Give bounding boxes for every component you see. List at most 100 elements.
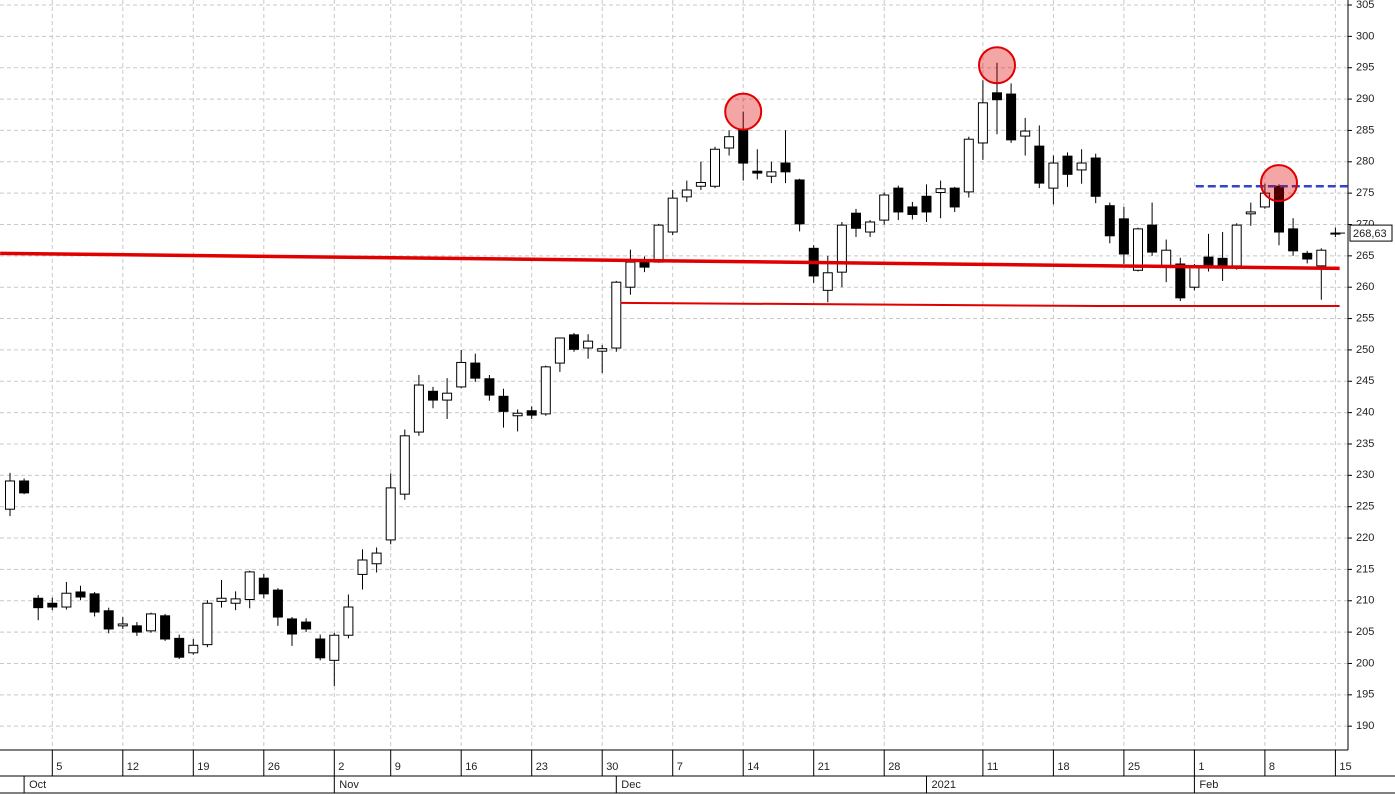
candle-body — [724, 136, 735, 149]
y-tick-label: 230 — [1356, 469, 1374, 481]
x-tick-label: 2 — [338, 761, 344, 773]
x-tick-label: 5 — [56, 761, 62, 773]
x-tick-label: 1 — [1198, 761, 1204, 773]
candle-body — [794, 179, 805, 225]
y-tick-label: 290 — [1356, 93, 1374, 105]
candle-body — [442, 392, 453, 401]
candle-body — [526, 410, 537, 416]
candle-body — [428, 390, 438, 401]
candle-body — [484, 378, 495, 396]
candle-body — [949, 187, 960, 208]
candle-body — [1175, 263, 1186, 299]
y-tick-label: 235 — [1356, 438, 1374, 450]
y-tick-label: 295 — [1356, 62, 1374, 74]
candle-body — [1302, 252, 1313, 260]
y-tick-label: 195 — [1356, 689, 1374, 701]
y-tick-label: 275 — [1356, 187, 1374, 199]
y-tick-label: 200 — [1356, 657, 1374, 669]
candle-body — [230, 598, 241, 604]
y-tick-label: 225 — [1356, 501, 1374, 513]
y-tick-label: 305 — [1356, 0, 1374, 11]
candle-body — [822, 272, 833, 291]
candle-body — [1161, 249, 1172, 267]
candle-body — [921, 195, 932, 213]
candle-body — [174, 637, 185, 658]
x-tick-label: 25 — [1128, 761, 1140, 773]
candle-body — [1274, 185, 1284, 233]
candle-body — [117, 623, 128, 627]
candle-body — [583, 340, 594, 349]
month-label: 2021 — [932, 779, 956, 791]
x-tick-label: 14 — [747, 761, 759, 773]
candle-body — [963, 138, 974, 193]
candle-body — [244, 571, 255, 600]
candle-body — [1076, 162, 1087, 171]
y-tick-label: 260 — [1356, 281, 1374, 293]
candle-body — [766, 171, 777, 177]
candle-body — [272, 589, 283, 618]
x-tick-label: 7 — [677, 761, 683, 773]
candle-body — [75, 591, 86, 598]
trend-line — [0, 251, 1340, 271]
candle-body — [681, 189, 692, 198]
candle-body — [470, 362, 481, 379]
x-tick-label: 11 — [987, 761, 998, 773]
candle-body — [1062, 155, 1073, 175]
y-tick-label: 280 — [1356, 156, 1374, 168]
candle-body — [413, 384, 424, 433]
candle-body — [456, 361, 467, 388]
candle-body — [554, 337, 565, 364]
y-tick-label: 250 — [1356, 344, 1374, 356]
candle-body — [1288, 228, 1299, 252]
y-tick-label: 190 — [1356, 720, 1374, 732]
x-tick-label: 19 — [197, 761, 209, 773]
candle-body — [216, 597, 227, 602]
y-tick-label: 220 — [1356, 532, 1374, 544]
x-tick-label: 16 — [465, 761, 477, 773]
candle-body — [1104, 205, 1115, 237]
candle-body — [1203, 256, 1214, 267]
candle-body — [1048, 162, 1059, 189]
month-label: Feb — [1199, 779, 1218, 791]
candle-body — [1189, 265, 1200, 288]
highlight-circle — [978, 46, 1016, 85]
candle-body — [1118, 218, 1129, 255]
candle-body — [385, 487, 396, 541]
y-tick-label: 240 — [1356, 407, 1374, 419]
candle-body — [47, 602, 58, 608]
candle-body — [667, 197, 678, 233]
candle-body — [512, 412, 523, 417]
candle-body — [836, 224, 847, 273]
highlight-circle — [724, 92, 763, 131]
candle-body — [935, 188, 946, 194]
month-label: Dec — [621, 779, 641, 791]
candle-body — [1006, 93, 1017, 141]
candle-body — [1245, 211, 1256, 215]
candle-body — [160, 615, 171, 640]
candle-body — [1316, 249, 1327, 267]
candle-body — [146, 613, 156, 632]
trend-line — [620, 301, 1340, 308]
candle-body — [1034, 145, 1045, 184]
candle-body — [780, 162, 791, 173]
candle-body — [1217, 257, 1228, 267]
candle-body — [879, 194, 890, 221]
candle-body — [315, 638, 326, 659]
candle-body — [710, 148, 720, 187]
y-tick-label: 215 — [1356, 563, 1374, 575]
x-tick-label: 8 — [1269, 761, 1275, 773]
x-tick-label: 30 — [606, 761, 618, 773]
highlight-circle — [1260, 164, 1298, 203]
candle-body — [653, 224, 664, 263]
candle-body — [371, 552, 382, 565]
candle-body — [611, 281, 622, 349]
candle-body — [752, 170, 763, 174]
candle-body — [5, 480, 15, 510]
y-tick-label: 265 — [1356, 250, 1374, 262]
candle-body — [893, 187, 904, 213]
candle-body — [569, 334, 579, 350]
candle-body — [1133, 228, 1143, 271]
candle-body — [851, 212, 861, 229]
candle-body — [103, 610, 114, 630]
